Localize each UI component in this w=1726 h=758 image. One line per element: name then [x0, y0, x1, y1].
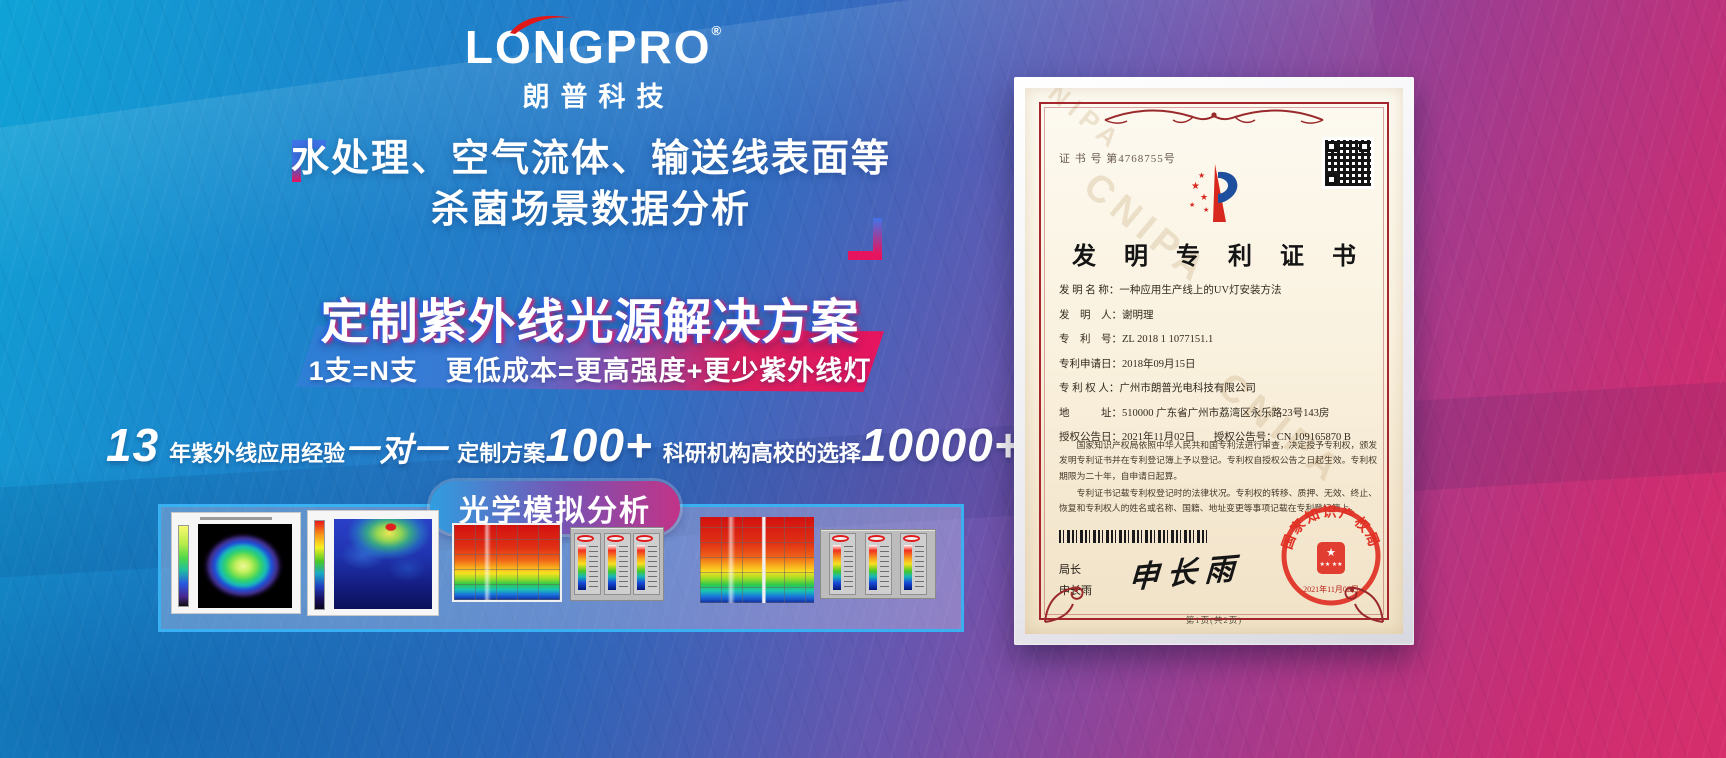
registered-mark: ® [711, 23, 722, 38]
svg-text:★★ ★★: ★★ ★★ [1319, 561, 1342, 568]
stat-item-institutions: 100+ 科研机构高校的选择 [545, 418, 861, 472]
logo-swoosh-icon [509, 15, 573, 34]
stat-label: 定制方案 [457, 441, 546, 466]
headline: 水处理、空气流体、输送线表面等 杀菌场景数据分析 [255, 134, 927, 236]
colorbar [315, 521, 324, 609]
color-scale-legend [899, 533, 927, 595]
svg-text:★: ★ [1191, 181, 1200, 192]
headline-line2: 杀菌场景数据分析 [430, 188, 751, 231]
stat-number: 100+ [545, 419, 653, 471]
colorbar [179, 526, 188, 606]
brand-name: LONGPRO [464, 21, 712, 73]
color-scale-legend [633, 533, 661, 595]
stat-item-one-on-one: 一对一 定制方案 [345, 423, 545, 471]
stat-number: 13 [106, 419, 160, 471]
certificate-frame: CNIPA CNIPA CNIPA 证 书 号 第4768755号 ★ [1014, 77, 1414, 645]
certificate-title: 发 明 专 利 证 书 [1072, 244, 1367, 270]
certificate-body-paragraph: 国家知识产权局依照中华人民共和国专利法进行审查，决定授予专利权，颁发发明专利证书… [1059, 440, 1377, 481]
color-scale-legend [603, 533, 631, 595]
barcode [1059, 530, 1209, 543]
brand-name-cn: 朗普科技 [522, 82, 675, 112]
sim-image-legend-panel-1 [570, 527, 664, 601]
field-grant-info: 授权公告日：2021年11月02日 授权公告号：CN 109165870 B [1059, 432, 1351, 443]
quote-bracket-close [848, 218, 882, 260]
svg-text:★: ★ [1326, 547, 1336, 559]
certificate-fields: 发 明 名 称：一种应用生产线上的UV灯安装方法 发 明 人：谢明理 专 利 号… [1059, 282, 1379, 454]
svg-text:★: ★ [1189, 201, 1195, 209]
field-address: 地 址：510000 广东省广州市荔湾区永乐路23号143房 [1059, 407, 1330, 419]
director-title: 局长 [1059, 564, 1081, 576]
sim-image-legend-panel-2 [820, 529, 936, 599]
certificate-body-paragraph: 专利证书记载专利权登记时的法律状况。专利权的转移、质押、无效、终止、恢复和专利权… [1059, 488, 1377, 514]
irradiance-plot [198, 524, 292, 608]
ornament-top-icon [1104, 109, 1324, 124]
color-scale-legend [573, 533, 601, 595]
sim-image-conveyor-heatmap-2 [700, 517, 814, 603]
qr-code [1325, 140, 1371, 186]
offer-ribbon [296, 326, 884, 392]
color-scale-legend [829, 533, 857, 595]
sim-image-conveyor-heatmap-1 [452, 523, 562, 602]
field-filing-date: 专利申请日：2018年09月15日 [1059, 358, 1196, 370]
svg-text:★: ★ [1198, 171, 1205, 180]
page-indicator: 第1页(共2页) [1185, 615, 1243, 625]
headline-line1: 水处理、空气流体、输送线表面等 [290, 138, 891, 180]
brand-logo: LONGPRO® 朗普科技 [428, 15, 758, 114]
stat-label: 科研机构高校的选择 [662, 441, 861, 466]
sim-image-round-beam [172, 513, 300, 613]
certificate-paper: CNIPA CNIPA CNIPA 证 书 号 第4768755号 ★ [1025, 88, 1403, 634]
field-patent-number: 专 利 号：ZL 2018 1 1077151.1 [1059, 334, 1214, 345]
ornament-corner-left-icon [1044, 586, 1084, 623]
svg-text:2021年11月02日: 2021年11月02日 [1303, 584, 1359, 594]
certificate-number: 证 书 号 第4768755号 [1059, 153, 1176, 165]
svg-text:★: ★ [1200, 192, 1208, 202]
field-patentee: 专 利 权 人：广州市朗普光电科技有限公司 [1059, 383, 1256, 394]
field-inventor: 发 明 人：谢明理 [1059, 309, 1154, 321]
official-seal-icon: 国家知识产权局 ★ ★★ ★★ 2021年11月02日 [1279, 504, 1381, 606]
stat-number: 一对一 [345, 431, 448, 468]
stat-number: 10000+ [860, 419, 1022, 471]
offer-title: 定制紫外线光源解决方案 [320, 296, 860, 349]
sim-image-scatter-map [308, 511, 438, 615]
irradiance-plot [334, 519, 432, 609]
ornament-corner-right-icon [1344, 586, 1384, 623]
svg-text:★: ★ [1203, 206, 1209, 214]
patent-certificate: CNIPA CNIPA CNIPA 证 书 号 第4768755号 ★ [1014, 77, 1414, 645]
quote-bracket-open [292, 140, 326, 182]
stats-row: 13 年紫外线应用经验 一对一 定制方案 100+ 科研机构高校的选择 1000… [106, 418, 1164, 472]
stat-label: 年紫外线应用经验 [169, 441, 346, 466]
offer-subtitle: 1支=N支 更低成本=更高强度+更少紫外线灯 [308, 356, 872, 386]
field-invention-name: 发 明 名 称：一种应用生产线上的UV灯安装方法 [1059, 285, 1282, 296]
cnipa-logo-icon: ★ ★ ★ ★ ★ [1189, 164, 1238, 222]
certificate-border-rule [1039, 102, 1389, 620]
color-scale-legend [864, 533, 892, 595]
stat-item-experience: 13 年紫外线应用经验 [106, 418, 345, 472]
